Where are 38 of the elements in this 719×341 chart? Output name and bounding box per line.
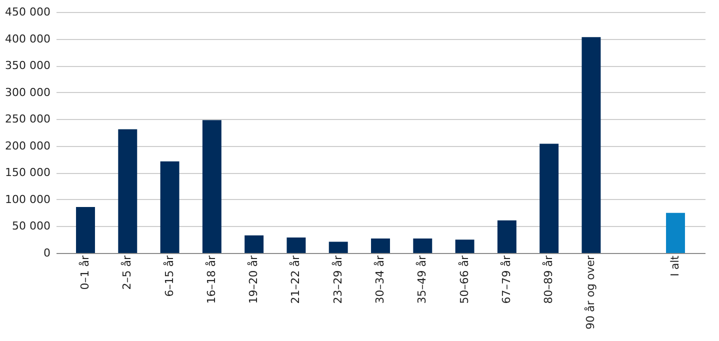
x-tick-label: 50–66 år [458, 255, 471, 304]
x-tick-label: 67–79 år [500, 255, 513, 304]
bar [497, 220, 516, 253]
bar [202, 120, 222, 253]
bar [244, 235, 264, 253]
x-tick-label: 30–34 år [374, 255, 386, 304]
bar [455, 240, 474, 253]
y-tick-label: 300 000 [5, 86, 50, 99]
y-tick-label: 0 [44, 246, 50, 260]
y-tick-label: 100 000 [5, 192, 50, 206]
y-tick-label: 150 000 [5, 166, 50, 180]
y-tick-label: 450 000 [5, 6, 50, 18]
bar [286, 237, 306, 253]
x-tick-label: 80–89 år [542, 255, 556, 304]
bar [413, 238, 432, 253]
y-tick-label: 400 000 [5, 32, 50, 46]
x-tick-label: 2–5 år [120, 255, 134, 290]
bar [160, 161, 180, 253]
bar [76, 206, 95, 253]
y-tick-label: 250 000 [5, 112, 50, 126]
x-tick-label: 23–29 år [331, 255, 344, 304]
x-tick-label: 19–20 år [247, 255, 260, 304]
x-tick-label: 6–15 år [162, 255, 176, 297]
bar [540, 144, 559, 253]
y-tick-label: 200 000 [5, 139, 50, 152]
bar [328, 242, 348, 253]
x-tick-label: 16–18 år [204, 255, 218, 304]
x-tick-label: 90 år og over [584, 255, 598, 330]
x-tick-label: 21–22 år [289, 255, 302, 304]
bar [582, 37, 601, 253]
bar [118, 129, 138, 253]
x-tick-label: 35–49 år [416, 255, 429, 304]
bar [666, 212, 685, 253]
x-tick-label: 0–1 år [78, 255, 92, 290]
y-tick-label: 350 000 [5, 59, 50, 72]
bar [371, 238, 390, 253]
x-tick-label: I alt [668, 254, 682, 276]
y-tick-label: 50 000 [12, 220, 50, 233]
